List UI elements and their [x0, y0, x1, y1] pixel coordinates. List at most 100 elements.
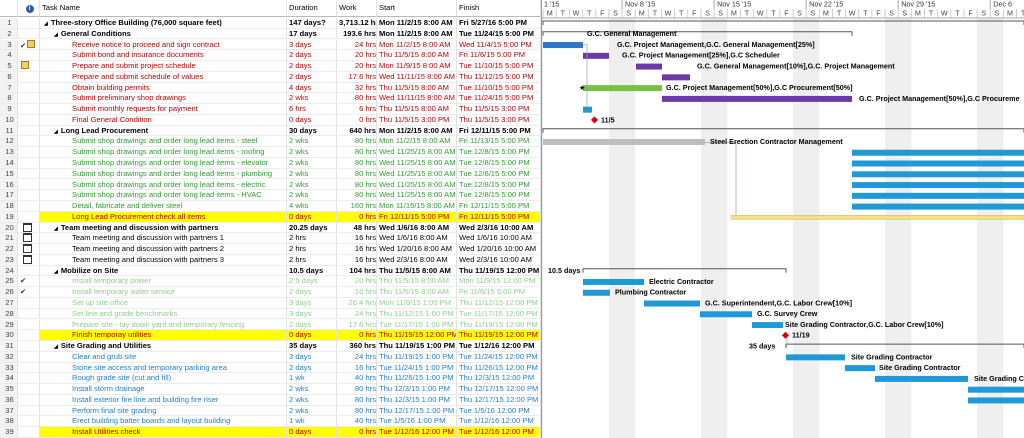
- task-start: Thu 12/17/15 1:00 PM: [377, 405, 457, 417]
- task-start: Mon 11/2/15 8:00 AM: [377, 18, 457, 29]
- collapse-toggle[interactable]: ◢: [54, 344, 58, 351]
- task-duration: 2 wks: [287, 394, 337, 406]
- task-duration: 2 days: [287, 287, 337, 298]
- task-start: Wed 1/6/16 8:00 AM: [377, 233, 457, 245]
- row-number: 33: [0, 362, 18, 374]
- indicator-cell: [18, 125, 40, 137]
- row-number: 18: [0, 201, 18, 212]
- indicator-cell: [18, 168, 40, 180]
- day-letter: T: [955, 8, 960, 17]
- row-number: 12: [0, 136, 18, 148]
- indicator-cell: [18, 351, 40, 363]
- collapse-toggle[interactable]: ◢: [44, 21, 48, 27]
- day-letter: T: [1021, 8, 1024, 17]
- column-header: Task Name: [40, 0, 287, 17]
- indicator-cell: [18, 222, 40, 234]
- task-start: Wed 11/25/15 8:00 AM: [377, 190, 457, 201]
- task-work: 80 hrs: [337, 394, 377, 406]
- task-finish: Mon 11/9/15 12:00 PM: [457, 276, 541, 288]
- row-number: 24: [0, 265, 18, 277]
- nonworking-shade: [700, 18, 715, 438]
- task-work: 3,713.12 hrs: [337, 18, 377, 29]
- collapse-toggle[interactable]: ◢: [54, 31, 58, 38]
- day-letter: T: [771, 8, 776, 17]
- task-bar: [636, 63, 662, 70]
- task-name-cell: ◢ Team meeting and discussion with partne…: [40, 222, 287, 234]
- task-work: 26.4 hrs: [337, 298, 377, 309]
- day-letter: S: [797, 8, 802, 17]
- bar-label: G.C. General Management: [587, 29, 677, 38]
- indicator-cell: [18, 265, 40, 277]
- collapse-toggle[interactable]: ◢: [54, 128, 58, 135]
- task-name: Prepare site - lay down yard and tempora…: [40, 319, 287, 331]
- row-number: 6: [0, 71, 18, 83]
- task-start: Mon 11/9/15 1:00 PM: [377, 298, 457, 309]
- task-bar: [700, 311, 752, 318]
- task-finish: Thu 11/5/15 3:00 PM: [457, 114, 541, 126]
- task-work: 80 hrs: [337, 168, 377, 180]
- row-number: 11: [0, 125, 18, 137]
- collapse-toggle[interactable]: ◢: [54, 268, 58, 275]
- day-letter: M: [639, 8, 645, 17]
- task-work: 0 hrs: [337, 330, 377, 342]
- collapse-toggle[interactable]: ◢: [54, 225, 58, 232]
- task-duration: 2 wks: [287, 405, 337, 417]
- bar-label: Site Grading Contractor: [879, 363, 961, 372]
- row-number: 31: [0, 341, 18, 352]
- bar-label: Steel Erection Contractor Management: [710, 137, 843, 146]
- day-letter: M: [1007, 8, 1013, 17]
- task-work: 80 hrs: [337, 405, 377, 417]
- day-letter: S: [718, 8, 723, 17]
- task-bar: [543, 42, 583, 49]
- day-letter: S: [613, 8, 618, 17]
- week-label: Nov 22 '15: [809, 0, 843, 8]
- task-finish: Fri 12/11/15 5:00 PM: [457, 125, 541, 137]
- task-duration: 2 hrs: [287, 233, 337, 245]
- task-work: 0 hrs: [337, 211, 377, 223]
- task-work: 24 hrs: [337, 308, 377, 320]
- row-number: 21: [0, 233, 18, 245]
- task-work: 16 hrs: [337, 254, 377, 266]
- task-duration: 17 days: [287, 28, 337, 40]
- row-number: 30: [0, 330, 18, 342]
- task-work: 80 hrs: [337, 179, 377, 191]
- indicator-cell: [18, 405, 40, 417]
- task-bar: [583, 106, 592, 113]
- task-name-cell: ◢ General Conditions: [40, 28, 287, 40]
- bar-label: G.C. Project Management[25%],G.C Schedul…: [622, 51, 780, 60]
- task-work: 40 hrs: [337, 416, 377, 428]
- indicator-cell: ✔: [18, 39, 40, 51]
- row-number: 2: [0, 28, 18, 40]
- task-start: Wed 1/20/16 8:00 AM: [377, 244, 457, 255]
- indicator-cell: ✔: [18, 276, 40, 288]
- task-duration: 2 days: [287, 61, 337, 72]
- row-number: 22: [0, 244, 18, 255]
- task-start: Thu 12/3/15 1:00 PM: [377, 394, 457, 406]
- task-bar: [845, 365, 875, 372]
- indicator-cell: [18, 179, 40, 191]
- task-duration: 1 wk: [287, 416, 337, 428]
- task-bar: [852, 160, 1024, 167]
- task-name: Three-story Office Building (76,000 squa…: [50, 18, 222, 27]
- week-label: Nov 15 '15: [717, 0, 751, 8]
- calendar-icon: [23, 244, 32, 254]
- day-letter: T: [587, 8, 592, 17]
- indicator-cell: [18, 298, 40, 309]
- row-number: 37: [0, 405, 18, 417]
- critical-star: ★: [579, 83, 585, 92]
- row-number: 14: [0, 158, 18, 169]
- indicator-cell: [18, 201, 40, 212]
- task-finish: Thu 12/17/15 12:00 PM: [457, 384, 541, 395]
- task-work: 17.6 hrs: [337, 319, 377, 331]
- task-duration: 1 wk: [287, 373, 337, 385]
- task-name: General Conditions: [60, 28, 131, 38]
- task-finish: Tue 11/24/15 5:00 PM: [457, 28, 541, 40]
- column-header: Finish: [457, 0, 541, 17]
- task-name: Install storm drainage: [40, 384, 287, 395]
- row-number: 25: [0, 276, 18, 288]
- row-number: 5: [0, 61, 18, 72]
- task-name: Finish temporay utilities: [40, 330, 287, 342]
- task-work: 20 hrs: [337, 50, 377, 61]
- day-letter: S: [994, 8, 999, 17]
